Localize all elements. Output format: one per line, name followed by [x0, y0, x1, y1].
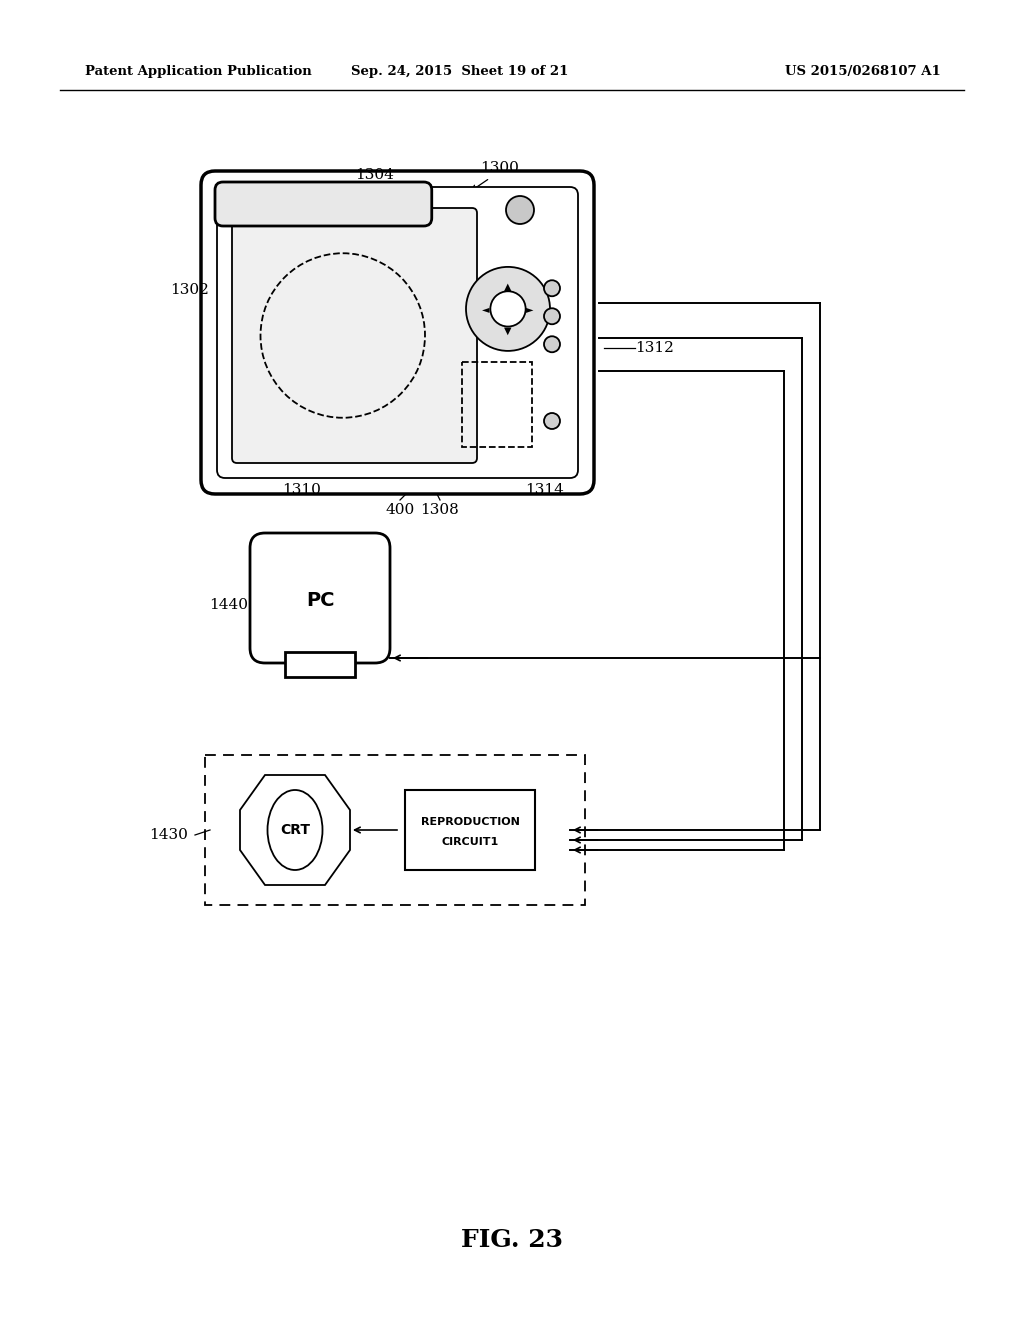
Text: 400: 400 [385, 503, 415, 517]
FancyBboxPatch shape [201, 172, 594, 494]
Circle shape [544, 280, 560, 296]
Text: PC: PC [306, 590, 334, 610]
Text: 1312: 1312 [635, 341, 674, 355]
Text: ▲: ▲ [504, 282, 512, 292]
Bar [205, 755, 585, 906]
Text: ▼: ▼ [504, 326, 512, 335]
Text: 1430: 1430 [150, 828, 188, 842]
Bar [462, 362, 532, 447]
FancyBboxPatch shape [217, 187, 578, 478]
Bar [285, 652, 355, 677]
Text: REPRODUCTION: REPRODUCTION [421, 817, 519, 828]
Text: FIG. 23: FIG. 23 [461, 1228, 563, 1251]
FancyBboxPatch shape [215, 182, 432, 226]
Text: 1306: 1306 [475, 198, 514, 213]
FancyBboxPatch shape [250, 533, 390, 663]
Circle shape [506, 195, 534, 224]
Text: 1304: 1304 [355, 168, 394, 182]
Text: ◄: ◄ [482, 304, 489, 314]
Circle shape [544, 337, 560, 352]
Bar [406, 789, 535, 870]
Text: 1300: 1300 [480, 161, 519, 176]
Text: ►: ► [526, 304, 534, 314]
Text: Sep. 24, 2015  Sheet 19 of 21: Sep. 24, 2015 Sheet 19 of 21 [351, 66, 568, 78]
Circle shape [466, 267, 550, 351]
Circle shape [544, 309, 560, 325]
Text: CIRCUIT1: CIRCUIT1 [441, 837, 499, 847]
Text: CRT: CRT [280, 822, 310, 837]
Text: US 2015/0268107 A1: US 2015/0268107 A1 [785, 66, 941, 78]
Circle shape [544, 413, 560, 429]
Text: 1310: 1310 [283, 483, 322, 498]
Circle shape [490, 292, 525, 326]
Text: 1308: 1308 [421, 503, 460, 517]
Text: 1440: 1440 [209, 598, 248, 612]
Text: 1302: 1302 [171, 282, 210, 297]
Polygon shape [240, 775, 350, 884]
Text: 1314: 1314 [525, 483, 564, 498]
Text: Patent Application Publication: Patent Application Publication [85, 66, 311, 78]
FancyBboxPatch shape [232, 209, 477, 463]
